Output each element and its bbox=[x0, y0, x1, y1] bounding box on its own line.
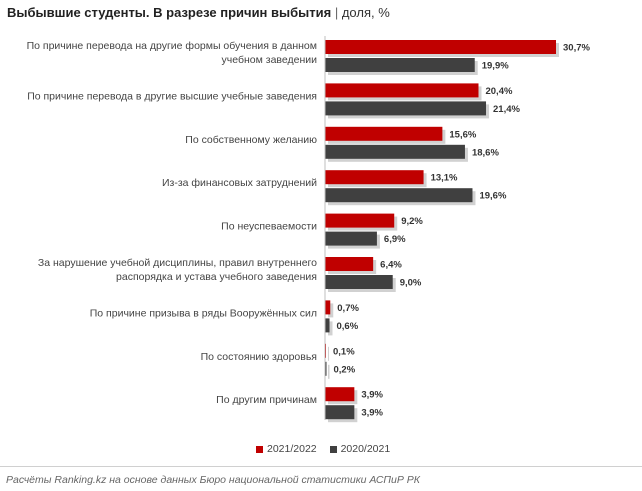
bar-series-2 bbox=[325, 101, 487, 116]
data-label: 9,2% bbox=[401, 216, 423, 227]
bar-series-2 bbox=[325, 231, 377, 246]
chart-title-text: Выбывшие студенты. В разрезе причин выбы… bbox=[7, 5, 332, 20]
bar-shadow bbox=[328, 364, 330, 379]
legend-swatch-series-1 bbox=[256, 445, 263, 453]
legend-item-series-2: 2020/2021 bbox=[329, 443, 391, 455]
data-label: 18,6% bbox=[472, 147, 499, 158]
bar-shadow bbox=[328, 303, 334, 318]
bar-series-1 bbox=[325, 170, 424, 185]
legend-label-series-1: 2021/2022 bbox=[267, 443, 317, 455]
bar-series-1 bbox=[325, 126, 443, 141]
legend-label-series-2: 2020/2021 bbox=[340, 443, 391, 455]
bar-series-1 bbox=[325, 300, 331, 315]
source-divider bbox=[0, 466, 642, 467]
chart-title: Выбывшие студенты. В разрезе причин выбы… bbox=[7, 5, 390, 20]
bar-series-2 bbox=[325, 188, 473, 203]
data-label: 0,6% bbox=[337, 321, 359, 332]
data-label: 3,9% bbox=[361, 408, 383, 419]
data-label: 21,4% bbox=[493, 104, 520, 115]
bar-series-1 bbox=[325, 387, 355, 402]
bar-series-2 bbox=[325, 275, 393, 289]
data-label: 19,6% bbox=[479, 191, 506, 202]
data-label: 0,1% bbox=[333, 346, 355, 357]
legend-swatch-series-2 bbox=[329, 445, 337, 453]
data-label: 15,6% bbox=[449, 129, 476, 140]
data-label: 3,9% bbox=[361, 390, 383, 401]
data-label: 20,4% bbox=[485, 86, 512, 97]
title-separator: | bbox=[334, 5, 339, 20]
data-label: 6,9% bbox=[384, 234, 406, 245]
bar-series-2 bbox=[325, 144, 465, 159]
bar-chart: По причине перевода на другие формы обуч… bbox=[27, 36, 590, 423]
category-label: По собственному желанию bbox=[185, 134, 317, 146]
chart-subtitle: доля, % bbox=[341, 5, 390, 20]
data-label: 0,7% bbox=[337, 303, 359, 314]
category-label: По причине перевода в другие высшие учеб… bbox=[27, 90, 317, 102]
legend-item-series-1: 2021/2022 bbox=[256, 443, 317, 455]
bar-series-2 bbox=[325, 405, 355, 420]
data-label: 9,0% bbox=[400, 278, 422, 289]
data-label: 19,9% bbox=[482, 61, 509, 72]
category-label: По причине призыва в ряды Вооружённых си… bbox=[90, 307, 317, 319]
data-label: 6,4% bbox=[380, 260, 402, 271]
data-label: 13,1% bbox=[431, 173, 458, 184]
category-label: За нарушение учебной дисциплины, правил … bbox=[38, 257, 317, 283]
source-note: Расчёты Ranking.kz на основе данных Бюро… bbox=[6, 474, 420, 486]
bar-series-1 bbox=[325, 83, 479, 98]
bar-series-1 bbox=[325, 213, 395, 228]
bar-shadow bbox=[328, 346, 329, 361]
bar-series-2 bbox=[325, 58, 475, 72]
bar-series-2 bbox=[325, 361, 327, 376]
data-label: 30,7% bbox=[563, 43, 590, 54]
bar-series-1 bbox=[325, 40, 556, 54]
bar-series-2 bbox=[325, 318, 330, 333]
category-label: По состоянию здоровья bbox=[201, 351, 317, 363]
category-label: По другим причинам bbox=[216, 394, 317, 406]
category-label: По неуспеваемости bbox=[221, 221, 317, 233]
legend: 2021/2022 2020/2021 bbox=[256, 443, 400, 456]
bar-series-1 bbox=[325, 257, 374, 271]
bar-shadow bbox=[328, 321, 333, 336]
category-label: Из-за финансовых затруднений bbox=[162, 177, 317, 189]
category-label: По причине перевода на другие формы обуч… bbox=[27, 40, 318, 66]
data-label: 0,2% bbox=[334, 364, 356, 375]
